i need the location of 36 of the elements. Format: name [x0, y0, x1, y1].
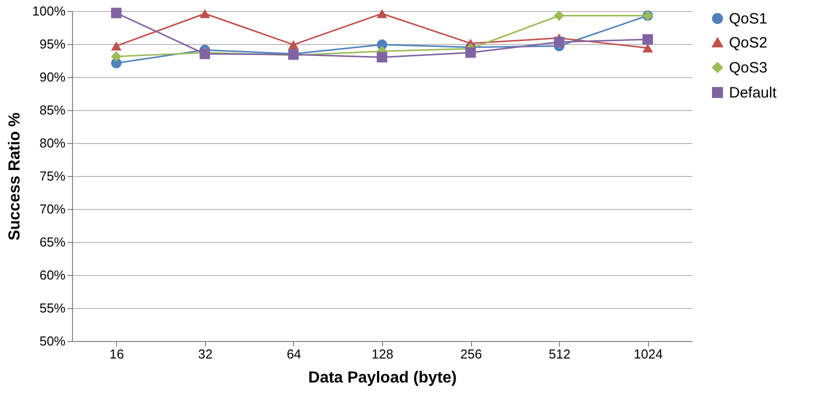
point: [554, 36, 564, 48]
point: [376, 52, 388, 62]
x-axis-title: Data Payload (byte): [308, 370, 457, 386]
y-axis-title: Success Ratio %: [6, 112, 24, 241]
x-tick-label: 1024: [634, 346, 663, 362]
point: [642, 43, 653, 52]
y-tick-label: 75%: [39, 168, 66, 184]
point: [376, 9, 388, 18]
x-tick-label: 32: [198, 346, 213, 362]
point: [111, 51, 122, 62]
x-tick-label: 512: [548, 346, 570, 362]
legend-label: QoS3: [729, 60, 768, 76]
point: [288, 40, 299, 50]
y-tick-label: 55%: [39, 300, 66, 316]
point: [111, 41, 122, 51]
point: [200, 9, 210, 18]
x-tick-label: 64: [286, 346, 302, 362]
point: [554, 10, 564, 21]
point: [642, 34, 653, 45]
x-tick-label: 16: [110, 346, 124, 362]
legend-label: QoS2: [729, 34, 768, 52]
y-tick-label: 50%: [39, 334, 66, 348]
y-tick-label: 60%: [39, 268, 66, 282]
y-tick-label: 100%: [32, 4, 66, 18]
legend-label: QoS1: [729, 10, 768, 28]
x-tick-label: 256: [460, 346, 482, 362]
y-tick-label: 90%: [39, 70, 66, 84]
y-tick-label: 65%: [39, 234, 66, 250]
y-tick-label: 80%: [39, 136, 66, 150]
legend-label: Default: [729, 84, 778, 102]
x-tick-label: 128: [372, 346, 394, 362]
y-tick-label: 85%: [39, 102, 66, 118]
point: [111, 8, 122, 18]
point: [465, 47, 476, 58]
y-tick-label: 95%: [39, 36, 66, 52]
y-tick-label: 70%: [39, 202, 66, 216]
